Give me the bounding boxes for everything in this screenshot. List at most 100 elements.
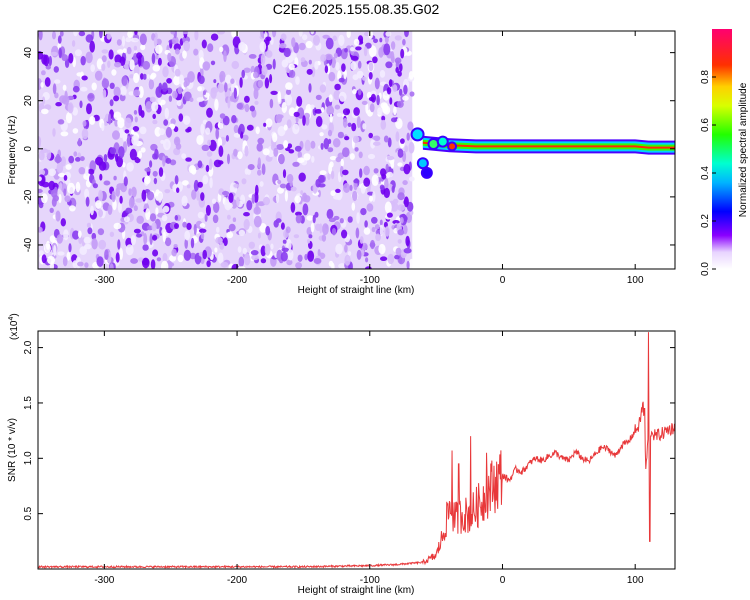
colorbar: 0.0 0.2 0.4 0.6 0.8 Normalized spectral ampl… bbox=[700, 29, 749, 276]
noise-blob bbox=[344, 48, 348, 53]
noise-blob bbox=[379, 219, 383, 226]
noise-blob bbox=[248, 54, 257, 59]
noise-blob bbox=[403, 163, 411, 175]
noise-blob bbox=[53, 66, 59, 73]
noise-blob bbox=[175, 48, 180, 55]
page-title: C2E6.2025.155.08.35.G02 bbox=[272, 1, 440, 17]
noise-blob bbox=[373, 38, 378, 44]
noise-blob bbox=[385, 163, 389, 173]
noise-blob bbox=[167, 52, 172, 62]
noise-blob bbox=[171, 248, 177, 257]
noise-blob bbox=[346, 31, 351, 38]
noise-blob bbox=[181, 153, 187, 160]
noise-blob bbox=[390, 51, 395, 62]
noise-blob bbox=[320, 54, 327, 62]
noise-blob bbox=[166, 78, 173, 84]
noise-blob bbox=[230, 78, 235, 84]
noise-blob bbox=[260, 53, 266, 66]
noise-blob bbox=[144, 175, 151, 185]
noise-blob bbox=[249, 105, 255, 112]
noise-blob bbox=[124, 117, 132, 129]
noise-blob bbox=[165, 157, 172, 164]
x-tick-label: -100 bbox=[360, 275, 380, 286]
noise-blob bbox=[362, 123, 367, 130]
noise-blob bbox=[333, 52, 338, 59]
noise-blob bbox=[320, 142, 324, 150]
noise-blob bbox=[305, 40, 313, 49]
noise-blob bbox=[68, 155, 75, 164]
noise-blob bbox=[386, 87, 392, 95]
noise-blob bbox=[197, 211, 205, 219]
noise-blob bbox=[215, 236, 223, 244]
noise-blob bbox=[242, 247, 247, 255]
noise-blob bbox=[217, 160, 224, 165]
noise-blob bbox=[318, 174, 325, 184]
noise-blob bbox=[85, 166, 89, 177]
noise-blob bbox=[295, 262, 303, 269]
noise-blob bbox=[367, 153, 376, 160]
noise-blob bbox=[149, 96, 156, 103]
noise-blob bbox=[352, 190, 358, 202]
noise-blob bbox=[338, 263, 346, 269]
noise-blob bbox=[356, 212, 360, 224]
noise-blob bbox=[326, 208, 334, 220]
noise-blob bbox=[285, 238, 292, 251]
noise-blob bbox=[226, 231, 234, 239]
noise-blob bbox=[75, 157, 81, 162]
noise-blob bbox=[218, 122, 224, 130]
noise-blob bbox=[149, 213, 157, 222]
noise-blob bbox=[280, 33, 287, 41]
noise-blob bbox=[351, 122, 357, 132]
noise-blob bbox=[156, 257, 162, 262]
noise-blob bbox=[201, 144, 210, 151]
noise-blob bbox=[277, 179, 282, 185]
noise-blob bbox=[397, 239, 402, 244]
noise-blob bbox=[228, 223, 236, 232]
noise-blob bbox=[80, 156, 85, 162]
noise-blob bbox=[327, 147, 334, 153]
noise-blob bbox=[404, 31, 409, 38]
noise-blob bbox=[133, 89, 141, 97]
noise-blob bbox=[79, 246, 87, 256]
noise-blob bbox=[159, 226, 163, 236]
noise-blob bbox=[48, 168, 56, 177]
noise-blob bbox=[315, 94, 322, 101]
noise-blob bbox=[371, 174, 379, 186]
noise-blob bbox=[78, 31, 86, 37]
noise-blob bbox=[145, 208, 151, 221]
noise-blob bbox=[369, 103, 375, 113]
noise-blob bbox=[384, 36, 389, 44]
noise-blob bbox=[152, 119, 158, 125]
onset-blob bbox=[438, 137, 447, 146]
y-tick-label: -20 bbox=[23, 189, 34, 204]
noise-blob bbox=[311, 66, 316, 78]
noise-blob bbox=[375, 229, 380, 235]
noise-blob bbox=[313, 34, 320, 46]
noise-blob bbox=[241, 69, 245, 79]
noise-blob bbox=[134, 116, 138, 123]
noise-blob bbox=[80, 86, 88, 92]
noise-blob bbox=[87, 168, 95, 175]
noise-blob bbox=[207, 43, 214, 53]
noise-blob bbox=[174, 215, 178, 221]
noise-blob bbox=[349, 184, 353, 191]
noise-blob bbox=[383, 187, 390, 199]
noise-blob bbox=[202, 249, 207, 260]
noise-blob bbox=[241, 178, 247, 185]
noise-blob bbox=[237, 246, 242, 253]
noise-blob bbox=[126, 46, 132, 55]
noise-blob bbox=[114, 54, 122, 64]
noise-blob bbox=[293, 111, 300, 118]
noise-blob bbox=[365, 102, 369, 114]
noise-blob bbox=[54, 79, 61, 84]
noise-blob bbox=[386, 212, 393, 218]
noise-blob bbox=[227, 96, 231, 109]
noise-blob bbox=[219, 113, 226, 119]
noise-blob bbox=[196, 97, 204, 102]
noise-blob bbox=[287, 249, 294, 261]
noise-blob bbox=[52, 31, 56, 40]
noise-blob bbox=[202, 61, 211, 71]
noise-blob bbox=[114, 61, 122, 68]
noise-blob bbox=[277, 187, 284, 194]
